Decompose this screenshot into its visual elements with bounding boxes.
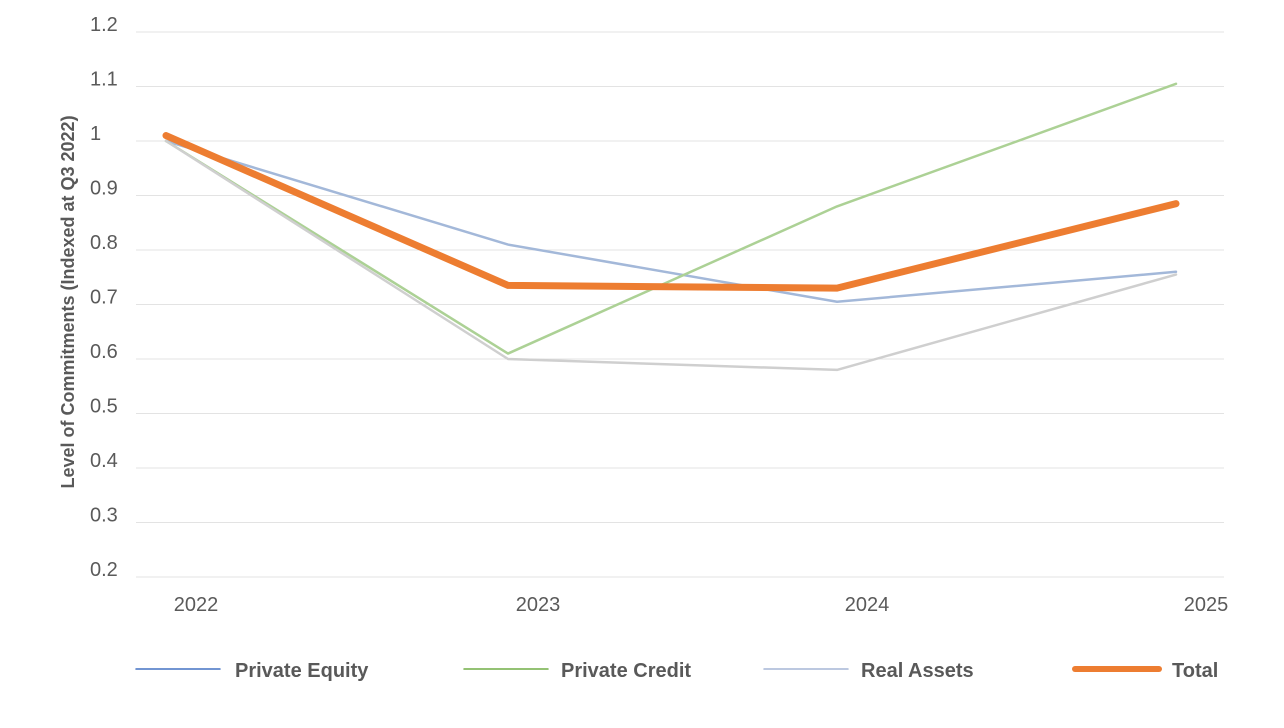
legend-label: Private Equity: [235, 660, 369, 682]
y-tick-label: 0.2: [90, 559, 118, 581]
series-lines: [162, 82, 1180, 372]
series-line-total: [162, 132, 1180, 292]
y-tick-label: 0.7: [90, 287, 118, 309]
x-tick-label: 2024: [845, 594, 890, 616]
legend: Private Equity Private Credit Real Assets T…: [135, 660, 1218, 682]
y-tick-label: 1.1: [90, 69, 118, 91]
legend-item-private-credit: Private Credit: [463, 660, 691, 682]
legend-item-private-equity: Private Equity: [135, 660, 369, 682]
y-tick-label: 0.5: [90, 396, 118, 418]
x-axis-ticks: 2022 2023 2024 2025: [174, 594, 1229, 616]
legend-item-real-assets: Real Assets: [763, 660, 974, 682]
series-line-private-credit: [164, 82, 1178, 355]
legend-label: Total: [1172, 660, 1218, 682]
x-tick-label: 2025: [1184, 594, 1229, 616]
series-line-private-equity: [164, 139, 1178, 304]
legend-item-total: Total: [1072, 660, 1218, 682]
x-tick-label: 2022: [174, 594, 219, 616]
y-axis-label: Level of Commitments (Indexed at Q3 2022…: [58, 115, 78, 488]
y-tick-label: 1: [90, 123, 101, 145]
y-tick-label: 0.6: [90, 341, 118, 363]
y-tick-label: 0.8: [90, 232, 118, 254]
x-tick-label: 2023: [516, 594, 561, 616]
y-axis-ticks: 0.2 0.3 0.4 0.5 0.6 0.7 0.8 0.9 1 1.1 1.2: [90, 14, 118, 581]
y-tick-label: 0.3: [90, 505, 118, 527]
gridlines: [136, 31, 1224, 578]
y-tick-label: 1.2: [90, 14, 118, 36]
series-line-real-assets: [164, 139, 1178, 372]
legend-label: Real Assets: [861, 660, 974, 682]
legend-label: Private Credit: [561, 660, 691, 682]
y-tick-label: 0.4: [90, 450, 118, 472]
y-tick-label: 0.9: [90, 178, 118, 200]
